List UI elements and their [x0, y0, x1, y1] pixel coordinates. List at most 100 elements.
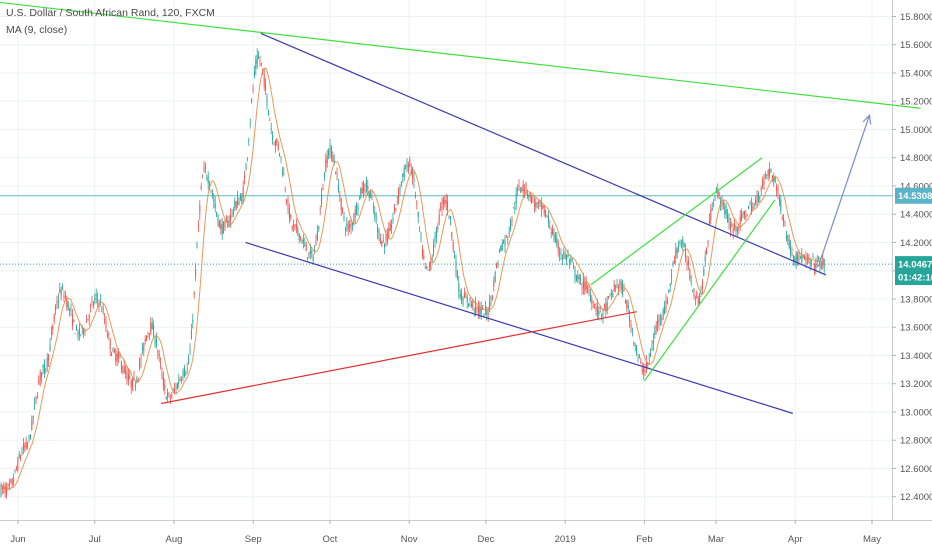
candle-body	[596, 305, 598, 315]
candle-body	[816, 259, 818, 262]
candle-body	[410, 169, 412, 174]
candle-body	[617, 287, 619, 290]
candle-body	[363, 183, 365, 192]
candle-body	[273, 144, 275, 146]
time-tick-label: Aug	[166, 534, 183, 545]
time-tick-label: Nov	[401, 534, 418, 545]
projection-arrow[interactable]	[817, 115, 871, 267]
candle-body	[322, 188, 324, 190]
candle-body	[129, 376, 131, 379]
candle-body	[724, 206, 726, 215]
candle-body	[43, 363, 45, 374]
price-tick-label: 13.40000	[900, 351, 932, 362]
candle-body	[643, 368, 645, 374]
candle-body	[115, 353, 117, 362]
candle-body	[522, 183, 524, 191]
rising-channel-upper[interactable]	[590, 157, 763, 286]
candle-body	[300, 236, 302, 239]
candle-body	[57, 300, 59, 302]
candle-body	[820, 264, 822, 269]
countdown-badge	[895, 269, 932, 286]
candle-body	[84, 330, 86, 332]
candle-body	[498, 250, 500, 252]
time-axis[interactable]: Jun Jul Aug Sep Oct Nov Dec 2019 Feb Mar Apr May	[10, 520, 881, 545]
candle-body	[66, 297, 68, 307]
candle-body	[207, 176, 209, 184]
arrowhead-icon	[862, 114, 872, 125]
candle-body	[11, 478, 13, 486]
candle-body	[319, 208, 321, 210]
candle-body	[529, 191, 531, 197]
candle-body	[239, 196, 241, 200]
candle-body	[8, 483, 10, 487]
trend-drawings[interactable]	[0, 0, 921, 414]
candle-body	[536, 202, 538, 204]
candle-body	[164, 384, 166, 390]
candle-body	[554, 234, 556, 242]
candle-body	[196, 243, 198, 249]
candle-body	[454, 255, 456, 258]
candle-body	[108, 334, 110, 336]
candle-body	[644, 369, 646, 373]
candle-body	[335, 173, 337, 175]
channel-lower[interactable]	[245, 241, 793, 414]
candle-body	[725, 209, 727, 215]
candle-body	[396, 201, 398, 203]
time-tick-label: Feb	[636, 534, 652, 545]
candle-body	[577, 275, 579, 280]
candle-body	[136, 379, 138, 382]
candle-body	[535, 201, 537, 208]
candle-body	[90, 306, 92, 308]
candle-body	[21, 451, 23, 455]
candle-body	[405, 168, 407, 170]
rising-channel-lower[interactable]	[643, 199, 776, 382]
candle-body	[347, 225, 349, 231]
candle-body	[559, 252, 561, 255]
candle-body	[274, 140, 276, 146]
candle-body	[493, 281, 495, 287]
channel-upper[interactable]	[260, 32, 827, 276]
candle-body	[466, 297, 468, 303]
candle-body	[783, 217, 785, 224]
candle-body	[790, 244, 792, 255]
candle-body	[76, 325, 78, 331]
candle-body	[776, 186, 778, 191]
candle-body	[756, 195, 758, 205]
price-tick-label: 15.00000	[900, 125, 932, 136]
candle-body	[326, 156, 328, 164]
candle-body	[227, 220, 229, 228]
candle-body	[71, 314, 73, 327]
candle-body	[388, 227, 390, 238]
candle-body	[682, 239, 684, 245]
candle-body	[259, 61, 261, 62]
long-term-resistance[interactable]	[0, 0, 921, 109]
time-tick-label: Mar	[708, 534, 724, 545]
candle-body	[445, 200, 447, 204]
candle-body	[491, 295, 493, 299]
candle-body	[309, 249, 311, 254]
candle-body	[448, 216, 450, 218]
candle-body	[542, 205, 544, 208]
chart-grid	[0, 0, 932, 521]
candle-body	[479, 307, 481, 316]
support-trendline[interactable]	[161, 311, 637, 405]
countdown-badge-label: 01:42:16	[898, 273, 932, 284]
candle-body	[553, 232, 555, 240]
candle-body	[648, 357, 650, 359]
candle-body	[343, 216, 345, 220]
candle-body	[594, 304, 596, 306]
candle-body	[206, 177, 208, 179]
candle-body	[690, 281, 692, 283]
candle-body	[178, 379, 180, 384]
candle-body	[399, 186, 401, 191]
candle-body	[680, 245, 682, 247]
candle-body	[477, 306, 479, 313]
candle-body	[279, 152, 281, 156]
candle-body	[255, 60, 257, 69]
candle-body	[504, 238, 506, 247]
candle-body	[787, 234, 789, 241]
candle-body	[745, 216, 747, 218]
candle-body	[195, 268, 197, 277]
candle-body	[433, 245, 435, 254]
